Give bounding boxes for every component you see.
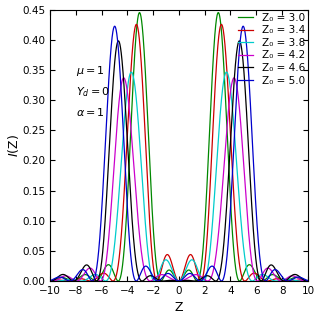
Text: $\mu = 1$
$Y_d = 0$
$\alpha = 1$: $\mu = 1$ $Y_d = 0$ $\alpha = 1$ bbox=[76, 64, 110, 118]
Z₀ = 4.2 bbox=[122, 76, 126, 80]
Line: Z₀ = 3.4: Z₀ = 3.4 bbox=[50, 24, 308, 281]
Z₀ = 3.0 bbox=[171, 271, 174, 275]
Z₀ = 3.8 bbox=[171, 269, 174, 273]
Z₀ = 3.8 bbox=[48, 278, 52, 282]
Z₀ = 4.2 bbox=[171, 277, 174, 281]
Z₀ = 3.4 bbox=[298, 278, 302, 282]
Z₀ = 4.6 bbox=[161, 279, 165, 283]
X-axis label: Z: Z bbox=[175, 301, 183, 315]
Z₀ = 5.0 bbox=[298, 275, 302, 279]
Line: Z₀ = 3.0: Z₀ = 3.0 bbox=[50, 12, 308, 281]
Z₀ = 4.2 bbox=[156, 274, 160, 277]
Z₀ = 5.0 bbox=[285, 279, 289, 283]
Z₀ = 3.8 bbox=[285, 277, 289, 281]
Z₀ = 4.6 bbox=[116, 39, 120, 43]
Z₀ = 5.0 bbox=[236, 76, 239, 80]
Z₀ = 4.2 bbox=[236, 89, 239, 92]
Z₀ = 3.4 bbox=[48, 279, 52, 283]
Z₀ = 3.0 bbox=[285, 279, 289, 283]
Z₀ = 4.6 bbox=[171, 278, 174, 282]
Z₀ = 3.4 bbox=[285, 279, 289, 283]
Y-axis label: $I$(Z): $I$(Z) bbox=[5, 134, 20, 157]
Line: Z₀ = 5.0: Z₀ = 5.0 bbox=[50, 26, 308, 281]
Z₀ = 4.6 bbox=[156, 278, 160, 282]
Z₀ = 4.6 bbox=[298, 275, 302, 279]
Z₀ = 3.4 bbox=[171, 264, 174, 268]
Z₀ = 3.4 bbox=[236, 244, 239, 248]
Z₀ = 3.4 bbox=[306, 279, 310, 283]
Z₀ = 3.8 bbox=[306, 278, 310, 282]
Line: Z₀ = 4.2: Z₀ = 4.2 bbox=[50, 78, 308, 281]
Z₀ = 3.4 bbox=[159, 271, 163, 275]
Z₀ = 4.6 bbox=[236, 45, 239, 49]
Z₀ = 4.2 bbox=[159, 273, 163, 277]
Line: Z₀ = 3.8: Z₀ = 3.8 bbox=[50, 72, 308, 281]
Z₀ = 4.2 bbox=[298, 278, 302, 282]
Z₀ = 3.8 bbox=[159, 267, 163, 270]
Z₀ = 4.6 bbox=[306, 279, 310, 283]
Z₀ = 3.8 bbox=[79, 279, 83, 283]
Z₀ = 3.0 bbox=[283, 279, 287, 283]
Z₀ = 4.2 bbox=[51, 279, 55, 283]
Line: Z₀ = 4.6: Z₀ = 4.6 bbox=[50, 41, 308, 281]
Z₀ = 3.4 bbox=[66, 279, 70, 283]
Z₀ = 5.0 bbox=[306, 279, 310, 283]
Z₀ = 5.0 bbox=[159, 278, 163, 282]
Z₀ = 4.6 bbox=[285, 278, 289, 282]
Z₀ = 3.8 bbox=[129, 70, 133, 74]
Z₀ = 3.0 bbox=[156, 275, 160, 279]
Z₀ = 4.2 bbox=[285, 276, 289, 280]
Z₀ = 4.6 bbox=[48, 279, 52, 283]
Z₀ = 3.4 bbox=[134, 22, 138, 26]
Z₀ = 4.6 bbox=[158, 279, 162, 283]
Z₀ = 5.0 bbox=[156, 279, 160, 283]
Z₀ = 5.0 bbox=[68, 279, 72, 283]
Z₀ = 5.0 bbox=[171, 275, 174, 278]
Z₀ = 3.0 bbox=[158, 279, 162, 283]
Z₀ = 5.0 bbox=[113, 24, 116, 28]
Z₀ = 3.0 bbox=[306, 279, 310, 283]
Z₀ = 3.0 bbox=[298, 276, 302, 280]
Z₀ = 3.0 bbox=[138, 11, 141, 14]
Z₀ = 3.8 bbox=[298, 279, 302, 283]
Z₀ = 3.8 bbox=[156, 272, 160, 276]
Z₀ = 4.2 bbox=[48, 278, 52, 282]
Z₀ = 4.2 bbox=[306, 278, 310, 282]
Z₀ = 3.8 bbox=[236, 173, 239, 177]
Z₀ = 5.0 bbox=[48, 279, 52, 283]
Legend: Z₀ = 3.0, Z₀ = 3.4, Z₀ = 3.8, Z₀ = 4.2, Z₀ = 4.6, Z₀ = 5.0: Z₀ = 3.0, Z₀ = 3.4, Z₀ = 3.8, Z₀ = 4.2, … bbox=[236, 12, 306, 87]
Z₀ = 3.4 bbox=[156, 277, 160, 281]
Z₀ = 3.0 bbox=[48, 279, 52, 283]
Z₀ = 3.0 bbox=[236, 276, 239, 279]
